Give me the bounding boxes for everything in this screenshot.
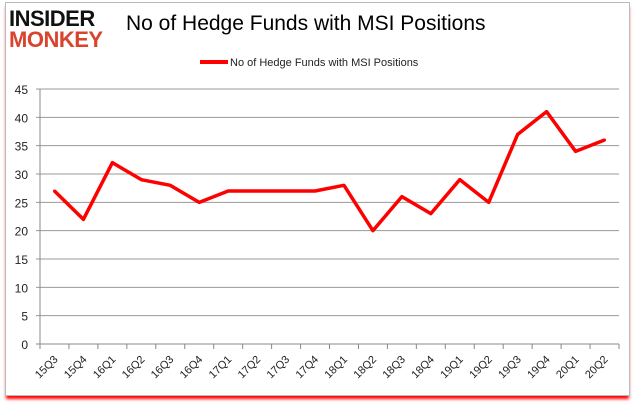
x-tick-label: 19Q1 (438, 354, 466, 382)
x-tick-label: 17Q3 (265, 354, 293, 382)
x-tick-label: 20Q1 (554, 354, 582, 382)
logo-line1: INSIDER (9, 6, 95, 31)
x-tick-label: 17Q1 (207, 354, 235, 382)
x-tick-label: 17Q2 (236, 354, 264, 382)
x-tick-label: 17Q4 (294, 354, 322, 382)
data-point (545, 110, 549, 114)
x-tick-label: 19Q2 (467, 354, 495, 382)
data-point (81, 217, 85, 221)
data-point (429, 212, 433, 216)
data-point (458, 178, 462, 182)
x-tick-label: 18Q1 (323, 354, 351, 382)
x-tick-label: 16Q3 (149, 354, 177, 382)
y-tick-label: 10 (15, 281, 29, 295)
y-tick-label: 0 (21, 338, 28, 352)
x-tick-label: 18Q2 (352, 354, 380, 382)
data-point (371, 229, 375, 233)
series-line (53, 109, 606, 233)
chart-frame (5, 2, 630, 396)
insider-monkey-logo: INSIDER MONKEY (9, 6, 103, 52)
data-point (342, 183, 346, 187)
x-tick-label: 16Q2 (120, 354, 148, 382)
x-tick-label: 15Q3 (33, 354, 61, 382)
data-point (574, 149, 578, 153)
chart-title: No of Hedge Funds with MSI Positions (126, 12, 486, 35)
data-point (400, 195, 404, 199)
x-tick-label: 20Q2 (583, 354, 611, 382)
y-tick-label: 45 (15, 83, 29, 97)
y-tick-label: 35 (15, 140, 29, 154)
data-point (313, 189, 317, 193)
y-tick-label: 40 (15, 111, 29, 125)
y-tick-label: 30 (15, 168, 29, 182)
x-tick-label: 18Q4 (409, 354, 437, 382)
data-point (516, 132, 520, 136)
data-point (168, 183, 172, 187)
data-point (603, 138, 607, 142)
data-point (197, 200, 201, 204)
x-tick-label: 16Q4 (178, 354, 206, 382)
x-tick-label: 15Q4 (62, 354, 90, 382)
y-tick-label: 5 (21, 310, 28, 324)
data-point (284, 189, 288, 193)
x-tick-label: 18Q3 (380, 354, 408, 382)
y-tick-label: 20 (15, 225, 29, 239)
data-point (52, 189, 56, 193)
x-tick-label: 19Q4 (525, 354, 553, 382)
y-tick-label: 25 (15, 196, 29, 210)
x-tick-label: 19Q3 (496, 354, 524, 382)
data-point (255, 189, 259, 193)
data-point (110, 161, 114, 165)
y-tick-label: 15 (15, 253, 29, 267)
data-point (487, 200, 491, 204)
logo-line2: MONKEY (9, 27, 103, 52)
data-point (226, 189, 230, 193)
data-point (139, 178, 143, 182)
legend-label: No of Hedge Funds with MSI Positions (230, 57, 419, 69)
x-tick-label: 16Q1 (91, 354, 119, 382)
